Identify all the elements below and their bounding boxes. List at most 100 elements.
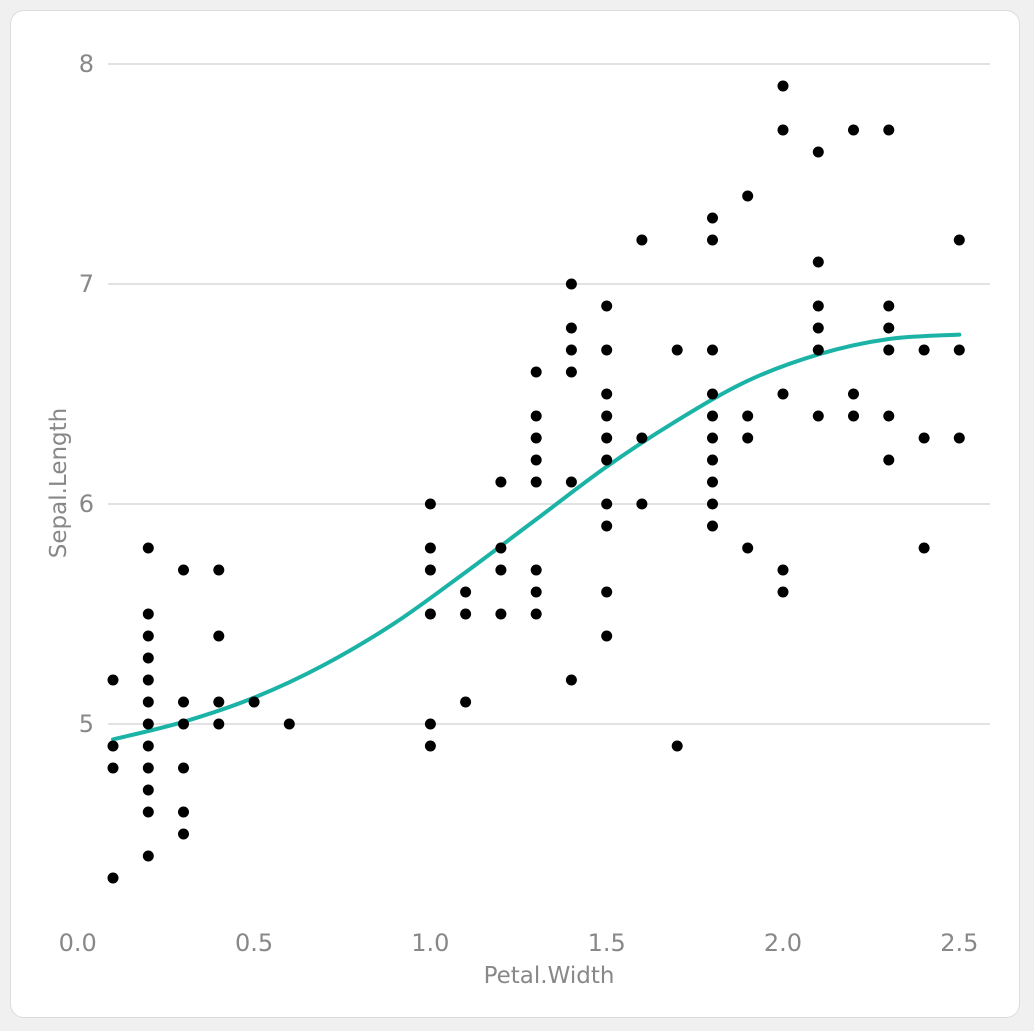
gridlines xyxy=(108,63,990,725)
data-point xyxy=(883,454,895,466)
data-point xyxy=(601,586,613,598)
data-point xyxy=(283,718,295,730)
data-point xyxy=(601,388,613,400)
data-point xyxy=(953,344,965,356)
data-point xyxy=(777,586,789,598)
data-point xyxy=(460,586,472,598)
data-point xyxy=(107,674,119,686)
data-point xyxy=(848,410,859,422)
data-point xyxy=(424,498,436,510)
data-point xyxy=(953,234,965,246)
data-point xyxy=(883,322,895,334)
data-point xyxy=(812,146,824,158)
data-point xyxy=(142,850,154,862)
data-point xyxy=(707,498,718,510)
data-point xyxy=(142,608,154,620)
data-point xyxy=(178,762,189,774)
data-point xyxy=(424,718,436,730)
data-point xyxy=(530,608,542,620)
data-point xyxy=(707,234,718,246)
data-point xyxy=(530,564,542,576)
data-point xyxy=(460,608,472,620)
data-point xyxy=(142,762,154,774)
data-point xyxy=(601,432,613,444)
data-point xyxy=(495,542,507,554)
data-point xyxy=(495,608,507,620)
data-point xyxy=(565,322,577,334)
data-point xyxy=(848,124,859,136)
data-point xyxy=(812,300,824,312)
data-point xyxy=(424,542,436,554)
data-point xyxy=(107,762,119,774)
data-point xyxy=(707,212,718,224)
data-point xyxy=(142,696,154,708)
data-point xyxy=(707,520,718,532)
x-tick-label: 1.0 xyxy=(411,929,449,957)
data-point xyxy=(601,410,613,422)
data-point xyxy=(424,564,436,576)
x-tick-label: 0.0 xyxy=(59,929,97,957)
x-tick-labels: 0.0 0.5 1.0 1.5 2.0 2.5 xyxy=(59,929,979,957)
data-point xyxy=(142,806,154,818)
data-point xyxy=(601,498,613,510)
data-point xyxy=(142,652,154,664)
data-point xyxy=(530,454,542,466)
trend-line xyxy=(111,332,962,742)
y-tick-label: 7 xyxy=(79,270,94,298)
data-point xyxy=(495,476,507,488)
data-points xyxy=(107,80,965,884)
data-point xyxy=(601,454,613,466)
data-point xyxy=(213,564,225,576)
data-point xyxy=(530,366,542,378)
y-axis-title: Sepal.Length xyxy=(46,408,72,558)
data-point xyxy=(883,124,895,136)
data-point xyxy=(812,256,824,268)
data-point xyxy=(460,696,472,708)
data-point xyxy=(777,388,789,400)
data-point xyxy=(530,586,542,598)
x-tick-label: 2.0 xyxy=(764,929,802,957)
data-point xyxy=(707,410,718,422)
data-point xyxy=(565,476,577,488)
data-point xyxy=(107,740,119,752)
data-point xyxy=(883,410,895,422)
data-point xyxy=(812,322,824,334)
data-point xyxy=(142,740,154,752)
data-point xyxy=(530,476,542,488)
data-point xyxy=(248,696,260,708)
data-point xyxy=(424,608,436,620)
data-point xyxy=(742,190,754,202)
data-point xyxy=(953,432,965,444)
x-tick-label: 1.5 xyxy=(588,929,626,957)
data-point xyxy=(812,410,824,422)
data-point xyxy=(742,410,754,422)
x-axis-title: Petal.Width xyxy=(484,963,615,989)
data-point xyxy=(777,124,789,136)
data-point xyxy=(530,432,542,444)
data-point xyxy=(142,542,154,554)
data-point xyxy=(918,344,930,356)
data-point xyxy=(777,80,789,92)
trend-line-layer xyxy=(111,332,962,742)
data-point xyxy=(530,410,542,422)
data-point xyxy=(918,542,930,554)
data-point xyxy=(848,388,859,400)
data-point xyxy=(883,344,895,356)
data-point xyxy=(777,564,789,576)
data-point xyxy=(707,432,718,444)
x-tick-label: 0.5 xyxy=(235,929,273,957)
x-tick-label: 2.5 xyxy=(940,929,978,957)
data-point xyxy=(107,872,119,884)
data-point xyxy=(213,696,225,708)
data-point xyxy=(565,366,577,378)
data-point xyxy=(424,740,436,752)
data-point xyxy=(178,806,189,818)
data-point xyxy=(178,718,189,730)
data-point xyxy=(918,432,930,444)
data-point xyxy=(565,278,577,290)
data-point xyxy=(601,300,613,312)
data-point xyxy=(495,564,507,576)
data-point xyxy=(601,520,613,532)
data-point xyxy=(213,630,225,642)
